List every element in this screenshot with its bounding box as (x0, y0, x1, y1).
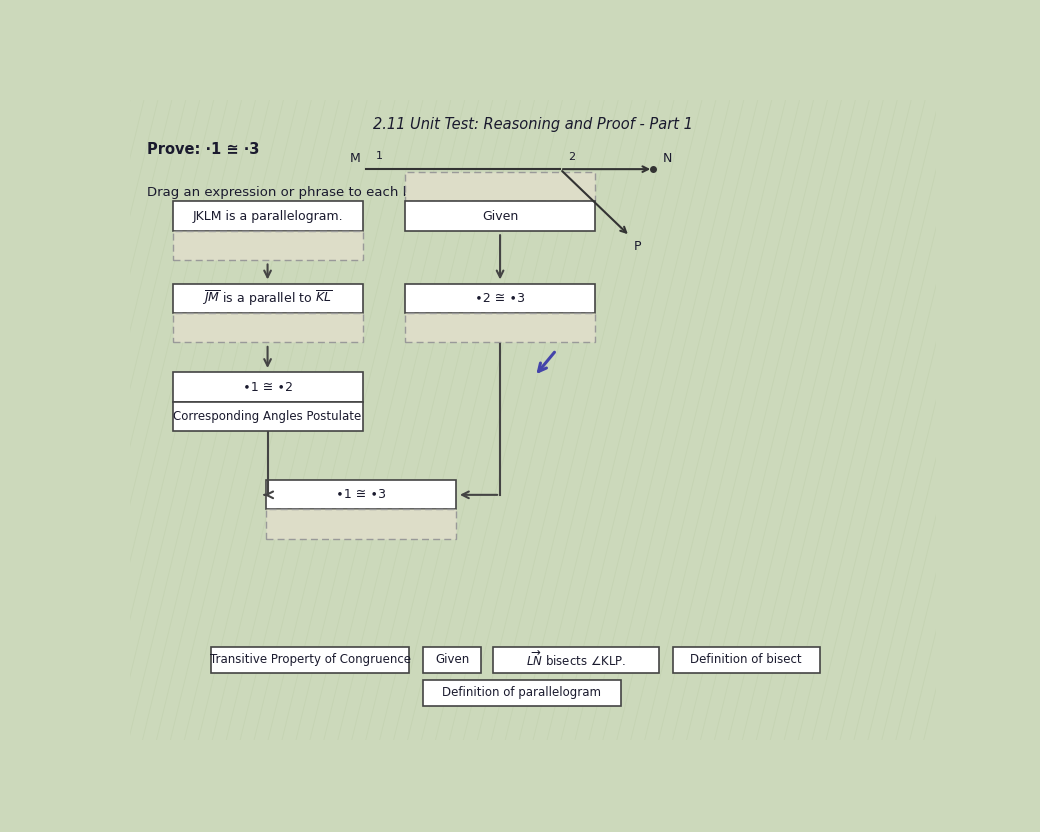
Text: Drag an expression or phrase to each box to complete the proof.: Drag an expression or phrase to each box… (147, 186, 579, 199)
Text: $\overline{JM}$ is a parallel to $\overline{KL}$: $\overline{JM}$ is a parallel to $\overl… (203, 289, 333, 308)
Text: Corresponding Angles Postulate: Corresponding Angles Postulate (174, 410, 362, 423)
Text: 2.11 Unit Test: Reasoning and Proof - Part 1: 2.11 Unit Test: Reasoning and Proof - Pa… (373, 116, 693, 131)
Text: ∙1 ≅ ∙3: ∙1 ≅ ∙3 (336, 488, 386, 502)
Bar (173, 201, 363, 230)
Bar (173, 313, 363, 343)
Bar (173, 402, 363, 431)
Text: M: M (349, 151, 360, 165)
Bar (173, 373, 363, 402)
Bar (173, 284, 363, 313)
Text: Given: Given (482, 210, 518, 223)
Text: Given: Given (435, 653, 469, 666)
Text: N: N (662, 151, 672, 165)
Bar (673, 646, 820, 673)
Bar (423, 680, 621, 706)
Bar (265, 509, 456, 539)
Text: 1: 1 (375, 151, 383, 161)
Bar (406, 201, 595, 230)
Bar (493, 646, 659, 673)
Text: $\overrightarrow{LN}$ bisects $\angle$KLP.: $\overrightarrow{LN}$ bisects $\angle$KL… (526, 650, 626, 670)
Bar (406, 313, 595, 343)
Text: P: P (633, 240, 642, 253)
Text: Transitive Property of Congruence: Transitive Property of Congruence (210, 653, 411, 666)
Bar (265, 480, 456, 509)
Bar (406, 172, 595, 201)
Text: ∙2 ≅ ∙3: ∙2 ≅ ∙3 (475, 292, 525, 305)
Text: 3: 3 (568, 174, 575, 184)
Text: JKLM is a parallelogram.: JKLM is a parallelogram. (192, 210, 343, 223)
Text: 2: 2 (568, 152, 575, 162)
Text: Prove: ∙1 ≅ ∙3: Prove: ∙1 ≅ ∙3 (147, 141, 259, 156)
Bar (423, 646, 482, 673)
Text: Definition of parallelogram: Definition of parallelogram (442, 686, 601, 699)
Bar (406, 284, 595, 313)
Bar (211, 646, 409, 673)
Text: ∙1 ≅ ∙2: ∙1 ≅ ∙2 (242, 380, 292, 394)
Bar (173, 230, 363, 260)
Text: Definition of bisect: Definition of bisect (691, 653, 802, 666)
Text: L: L (547, 174, 554, 186)
